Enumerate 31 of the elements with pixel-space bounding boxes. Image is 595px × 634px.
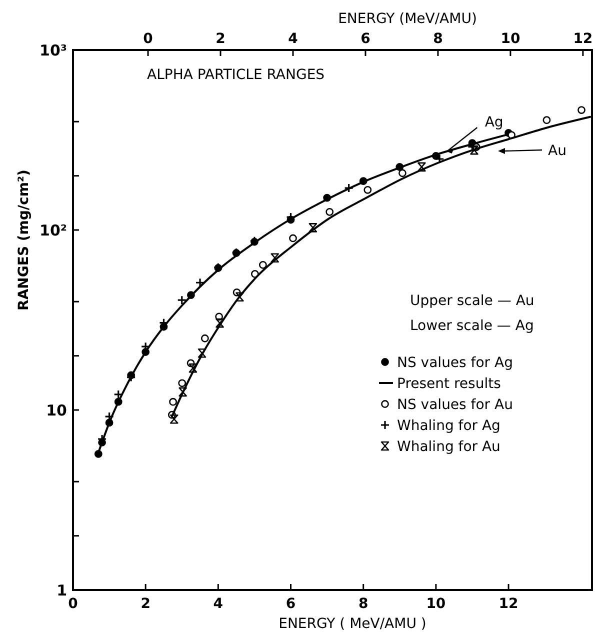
- x-tick-label: 10: [426, 596, 446, 612]
- annotation: Ag: [484, 114, 504, 130]
- legend-label: Whaling for Ag: [397, 418, 500, 434]
- y-tick-label: 10³: [40, 41, 67, 60]
- x-tick-label: 8: [358, 596, 368, 612]
- legend-label: NS values for Ag: [397, 354, 513, 371]
- x2-tick-label: 2: [216, 31, 226, 47]
- y-tick-label: 1: [56, 581, 67, 600]
- x2-axis-title: ENERGY (MeV/AMU): [338, 11, 477, 27]
- annotation: Upper scale — Au: [410, 293, 534, 309]
- x-axis-title: ENERGY ( MeV/AMU ): [278, 616, 426, 632]
- x2-tick-label: 4: [288, 31, 298, 47]
- x2-tick-label: 6: [360, 31, 370, 47]
- legend-label: NS values for Au: [397, 396, 513, 413]
- annotation: Au: [548, 142, 566, 159]
- legend-label: Whaling for Au: [397, 438, 500, 455]
- y-tick-label: 10²: [40, 221, 67, 240]
- x-tick-label: 4: [213, 596, 224, 612]
- x2-tick-label: 0: [143, 31, 154, 47]
- text: ALPHA PARTICLE RANGES: [147, 67, 325, 83]
- y-tick-label: 10: [46, 401, 67, 420]
- x-tick-label: 2: [140, 596, 150, 612]
- y-axis-title: RANGES (mg/cm²): [16, 170, 32, 310]
- x2-tick-label: 10: [500, 31, 520, 47]
- x2-tick-label: 8: [433, 31, 443, 47]
- x-tick-label: 0: [68, 596, 78, 612]
- x-tick-label: 6: [286, 596, 296, 612]
- legend-label: Present results: [397, 376, 501, 392]
- annotation: Lower scale — Ag: [410, 318, 534, 334]
- x-tick-label: 12: [498, 596, 518, 612]
- x2-tick-label: 12: [573, 31, 593, 47]
